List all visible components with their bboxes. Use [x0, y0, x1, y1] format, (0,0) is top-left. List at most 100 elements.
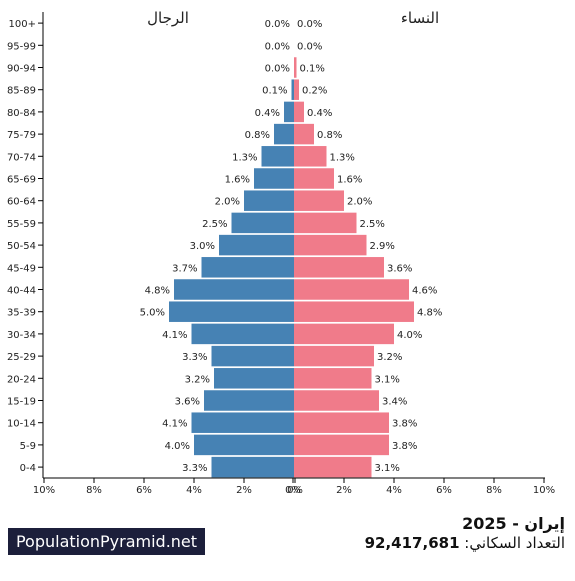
female-value-label: 1.6% [337, 175, 362, 186]
male-value-label: 5.0% [140, 308, 165, 319]
female-bar-25-29 [294, 345, 374, 367]
x-tick-label: 0% [285, 485, 301, 496]
male-value-label: 0.0% [265, 41, 290, 52]
male-bar-40-44 [174, 279, 294, 300]
male-value-label: 0.8% [245, 130, 270, 141]
female-bar-85-89 [294, 79, 299, 100]
male-bar-0-4 [211, 456, 294, 478]
female-bar-65-69 [294, 168, 334, 189]
age-group-label: 85-89 [7, 86, 36, 97]
age-group-label: 70-74 [7, 152, 36, 163]
female-value-label: 0.8% [317, 130, 342, 141]
male-bar-80-84 [284, 101, 294, 123]
x-tick-label: 4% [186, 485, 202, 496]
female-value-label: 2.9% [370, 241, 395, 252]
male-bar-60-64 [244, 190, 294, 211]
male-value-label: 0.1% [262, 86, 287, 97]
female-bar-55-59 [294, 212, 357, 234]
female-bar-75-79 [294, 123, 314, 145]
male-value-label: 2.5% [202, 219, 227, 230]
population-total: التعداد السكاني: 92,417,681 [365, 534, 565, 552]
age-group-label: 60-64 [7, 197, 36, 208]
age-group-label: 30-34 [7, 330, 36, 341]
x-tick-label: 0% [287, 485, 303, 496]
age-group-label: 25-29 [7, 352, 36, 363]
female-bar-20-24 [294, 368, 372, 389]
male-value-label: 0.0% [265, 64, 290, 75]
site-brand-logo[interactable]: PopulationPyramid.net [8, 528, 205, 555]
age-group-label: 75-79 [7, 130, 36, 141]
x-tick-label: 8% [86, 485, 102, 496]
population-label: التعداد السكاني: [464, 534, 565, 552]
age-group-label: 50-54 [7, 241, 36, 252]
age-group-label: 0-4 [20, 463, 36, 474]
age-group-label: 80-84 [7, 108, 36, 119]
age-group-label: 5-9 [20, 441, 36, 452]
male-value-label: 0.4% [255, 108, 280, 119]
x-tick-label: 2% [236, 485, 252, 496]
female-bar-5-9 [294, 434, 389, 456]
male-bar-50-54 [219, 234, 294, 256]
female-bar-15-19 [294, 390, 379, 411]
age-group-label: 90-94 [7, 64, 36, 75]
male-value-label: 4.1% [162, 419, 187, 430]
age-group-label: 100+ [9, 19, 36, 30]
x-tick-label: 2% [336, 485, 352, 496]
population-pyramid-chart: 100+ 0.0% 0.0% 95-99 0.0% 0.0% 90-94 0.0% 0.1% 85… [7, 9, 555, 496]
female-bar-60-64 [294, 190, 344, 211]
x-tick-label: 6% [136, 485, 152, 496]
female-value-label: 0.2% [302, 86, 327, 97]
male-value-label: 1.6% [225, 175, 250, 186]
age-group-label: 95-99 [7, 41, 36, 52]
male-bar-65-69 [254, 168, 294, 189]
female-bar-10-14 [294, 412, 389, 433]
female-bar-50-54 [294, 234, 367, 256]
male-value-label: 3.2% [185, 374, 210, 385]
age-group-label: 65-69 [7, 175, 36, 186]
male-bar-85-89 [291, 79, 294, 100]
female-value-label: 3.6% [387, 263, 412, 274]
male-value-label: 3.0% [190, 241, 215, 252]
age-group-label: 55-59 [7, 219, 36, 230]
female-value-label: 1.3% [330, 152, 355, 163]
male-bar-5-9 [194, 434, 294, 456]
age-group-label: 10-14 [7, 419, 36, 430]
female-value-label: 0.4% [307, 108, 332, 119]
male-value-label: 3.3% [182, 352, 207, 363]
male-value-label: 0.0% [265, 19, 290, 30]
female-bar-45-49 [294, 257, 384, 278]
female-legend-label: النساء [401, 9, 439, 27]
male-bar-55-59 [231, 212, 294, 234]
age-group-label: 20-24 [7, 374, 36, 385]
male-bar-45-49 [201, 257, 294, 278]
male-bar-70-74 [261, 146, 294, 167]
female-value-label: 3.4% [382, 397, 407, 408]
female-bar-90-94 [294, 57, 297, 78]
x-tick-label: 6% [436, 485, 452, 496]
female-value-label: 4.0% [397, 330, 422, 341]
female-bar-35-39 [294, 301, 414, 322]
female-value-label: 3.8% [392, 419, 417, 430]
male-legend-label: الرجال [147, 9, 189, 27]
male-value-label: 4.1% [162, 330, 187, 341]
male-bar-15-19 [204, 390, 294, 411]
female-value-label: 4.8% [417, 308, 442, 319]
female-value-label: 0.1% [300, 64, 325, 75]
female-value-label: 3.1% [375, 374, 400, 385]
x-tick-label: 4% [386, 485, 402, 496]
age-group-label: 35-39 [7, 308, 36, 319]
male-bar-75-79 [274, 123, 294, 145]
female-bar-30-34 [294, 323, 394, 345]
male-bar-30-34 [191, 323, 294, 345]
female-value-label: 0.0% [297, 41, 322, 52]
female-value-label: 3.2% [377, 352, 402, 363]
female-value-label: 2.5% [360, 219, 385, 230]
male-value-label: 4.0% [165, 441, 190, 452]
male-value-label: 3.6% [175, 397, 200, 408]
male-bar-10-14 [191, 412, 294, 433]
male-value-label: 4.8% [145, 286, 170, 297]
female-bar-80-84 [294, 101, 304, 123]
chart-title: إيران - 2025 [462, 514, 565, 533]
age-group-label: 40-44 [7, 286, 36, 297]
population-value: 92,417,681 [364, 534, 460, 552]
